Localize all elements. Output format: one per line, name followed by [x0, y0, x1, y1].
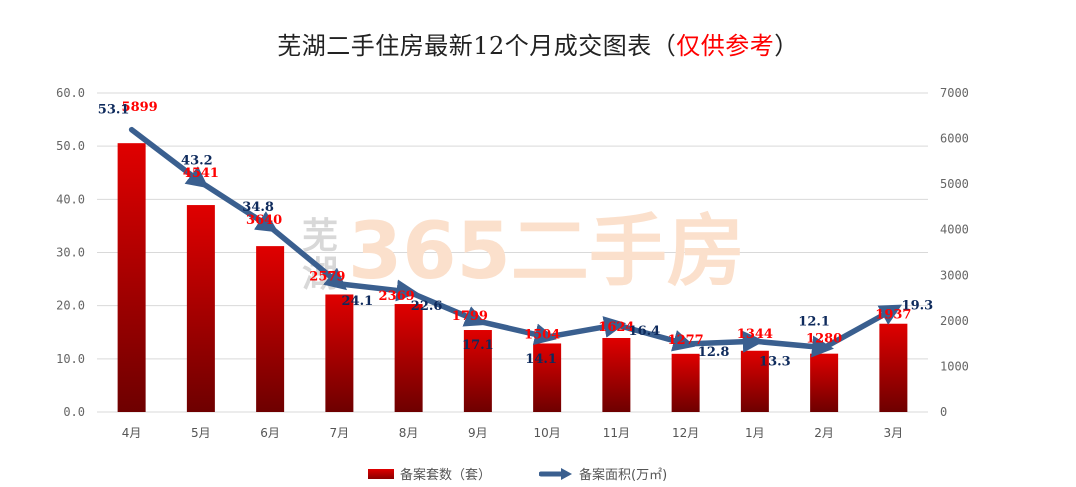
line-segment	[475, 318, 557, 346]
line-data-label: 17.1	[462, 338, 494, 353]
line-data-label: 24.1	[342, 294, 374, 309]
right-axis-tick: 1000	[940, 359, 969, 373]
line-data-label: 34.8	[242, 200, 274, 215]
line-data-label: 12.1	[798, 315, 830, 330]
bar-data-label: 1799	[452, 309, 488, 324]
legend-line-label: 备案面积(万㎡)	[579, 468, 668, 483]
category-axis: 4月 5月 6月 7月 8月 9月 10月 11月 12月 1月 2月 3月	[122, 426, 903, 440]
bar-data-label: 1937	[875, 308, 911, 323]
bar	[810, 353, 839, 412]
bar-data-label: 1624	[598, 320, 634, 335]
bar-data-label: 4541	[183, 166, 219, 181]
category-label: 3月	[884, 426, 904, 440]
watermark-large: 365二手房	[348, 207, 745, 297]
left-axis-tick: 30.0	[56, 246, 85, 260]
line-data-label: 19.3	[902, 298, 934, 313]
legend-item-bar[interactable]: 备案套数（套）	[368, 464, 491, 483]
line-data-label: 14.1	[525, 352, 557, 367]
left-axis-tick: 50.0	[56, 139, 85, 153]
bar	[740, 350, 769, 412]
category-label: 2月	[814, 426, 834, 440]
chart-title-note: 仅供参考	[676, 32, 775, 60]
line-data-label: 22.6	[411, 299, 443, 314]
category-label: 9月	[468, 426, 488, 440]
left-axis-tick: 10.0	[56, 352, 85, 366]
line-data-label: 13.3	[759, 354, 791, 369]
bar-data-label: 1277	[668, 333, 704, 348]
bar-data-label: 2579	[309, 269, 345, 284]
arrow-right-icon	[539, 467, 573, 480]
category-label: 11月	[603, 426, 630, 440]
left-axis-tick: 20.0	[56, 299, 85, 313]
legend: 备案套数（套） 备案面积(万㎡)	[368, 464, 715, 483]
category-label: 5月	[191, 426, 211, 440]
title-paren-close: ）	[774, 32, 799, 60]
bar	[256, 246, 285, 412]
bar-data-label: 2369	[379, 289, 415, 304]
legend-item-line[interactable]: 备案面积(万㎡)	[539, 464, 667, 483]
category-label: 6月	[260, 426, 280, 440]
line-segment	[336, 279, 419, 302]
bar	[602, 337, 631, 412]
watermark: 芜 湖 365二手房	[302, 207, 745, 297]
line-data-label: 12.8	[698, 345, 730, 360]
bar	[879, 323, 908, 412]
line-data-label: 16.4	[629, 324, 661, 339]
data-labels: 5899 4541 3640 2579 2369 1799 1504 1624 1277 1344…	[98, 100, 933, 369]
bar-data-label: 5899	[122, 100, 158, 115]
gridlines	[97, 92, 928, 413]
line-segment	[613, 322, 696, 352]
legend-bar-label: 备案套数（套）	[400, 468, 492, 483]
line-segment	[752, 335, 834, 358]
chart-title: 芜湖二手住房最新12个月成交图表（仅供参考）	[0, 26, 1076, 61]
bar-data-label: 3640	[246, 213, 282, 228]
bar	[117, 143, 146, 413]
line-segment	[821, 304, 903, 351]
line-segment	[128, 126, 209, 189]
line-series	[128, 126, 903, 358]
line-segment	[544, 316, 627, 340]
category-label: 12月	[672, 426, 699, 440]
category-label: 8月	[399, 426, 419, 440]
line-segment	[267, 224, 348, 291]
line-segment	[405, 289, 487, 327]
right-axis-tick: 2000	[940, 314, 969, 328]
category-label: 7月	[330, 426, 350, 440]
line-segment	[198, 179, 279, 233]
bar	[394, 304, 423, 412]
line-segment	[682, 330, 765, 353]
right-axis-tick: 7000	[940, 86, 969, 100]
bar-data-label: 1344	[737, 327, 773, 342]
right-axis-tick: 0	[940, 405, 947, 419]
right-axis-tick: 6000	[940, 132, 969, 146]
bar	[325, 294, 354, 412]
bar	[533, 343, 562, 412]
bar-series	[117, 143, 908, 413]
bar-swatch-icon	[368, 468, 394, 479]
right-axis-tick: 5000	[940, 177, 969, 191]
right-axis-tick: 3000	[940, 268, 969, 282]
line-data-label: 53.1	[98, 103, 130, 118]
title-paren-open: （	[651, 32, 677, 60]
chart-title-main: 芜湖二手住房最新12个月成交图表	[277, 32, 652, 60]
right-axis-tick: 4000	[940, 223, 969, 237]
bar	[186, 205, 215, 412]
bar	[671, 353, 700, 412]
bar	[463, 330, 492, 412]
left-axis-tick: 60.0	[56, 86, 85, 100]
category-label: 4月	[122, 426, 142, 440]
category-label: 10月	[533, 426, 560, 440]
watermark-small-top: 芜	[302, 216, 338, 257]
line-data-label: 43.2	[181, 153, 213, 168]
left-axis-tick: 40.0	[56, 192, 85, 206]
left-axis: 0.0 10.0 20.0 30.0 40.0 50.0 60.0	[56, 86, 85, 419]
bar-data-label: 1504	[524, 327, 560, 342]
right-axis: 0 1000 2000 3000 4000 5000 6000 7000	[940, 86, 969, 419]
bar-data-label: 1280	[806, 332, 842, 347]
category-label: 1月	[745, 426, 765, 440]
left-axis-tick: 0.0	[63, 405, 85, 419]
